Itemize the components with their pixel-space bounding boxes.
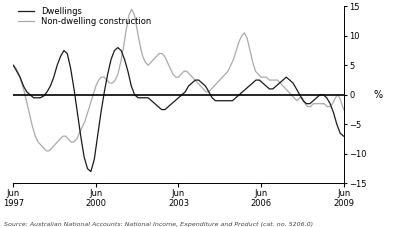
Line: Dwellings: Dwellings xyxy=(13,48,343,172)
Dwellings xyxy=(102,91,107,93)
Dwellings xyxy=(11,64,16,67)
Non-dwelling construction xyxy=(239,35,244,37)
Dwellings xyxy=(341,135,346,138)
Non-dwelling construction xyxy=(325,105,330,108)
Non-dwelling construction xyxy=(44,150,49,152)
Dwellings xyxy=(183,91,188,93)
Dwellings xyxy=(277,82,282,84)
Non-dwelling construction xyxy=(129,8,134,11)
Non-dwelling construction xyxy=(11,64,16,67)
Y-axis label: %: % xyxy=(373,90,382,100)
Dwellings xyxy=(193,79,198,81)
Dwellings xyxy=(92,158,96,161)
Non-dwelling construction xyxy=(91,94,96,96)
Dwellings xyxy=(116,46,120,49)
Non-dwelling construction xyxy=(157,52,162,55)
Dwellings xyxy=(89,170,93,173)
Non-dwelling construction xyxy=(223,73,227,76)
Non-dwelling construction xyxy=(341,108,346,111)
Non-dwelling construction xyxy=(47,150,52,152)
Dwellings xyxy=(119,49,123,52)
Legend: Dwellings, Non-dwelling construction: Dwellings, Non-dwelling construction xyxy=(17,7,151,26)
Text: Source: Australian National Accounts: National Income, Expenditure and Product (: Source: Australian National Accounts: Na… xyxy=(4,222,313,227)
Line: Non-dwelling construction: Non-dwelling construction xyxy=(13,9,343,151)
